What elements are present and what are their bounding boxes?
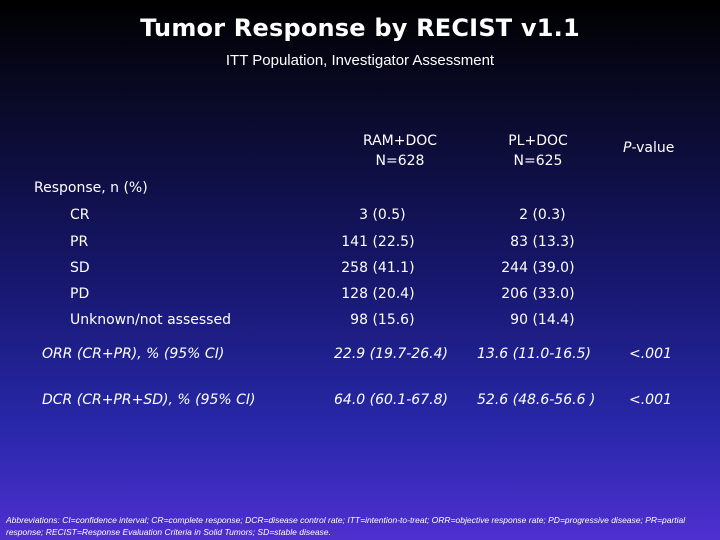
- arm1-count-unknown: 98: [350, 312, 368, 328]
- arm1-count-pd: 128: [341, 286, 368, 302]
- orr-arm2: 13.6 (11.0-16.5): [477, 346, 591, 362]
- arm2-pct-unknown: (14.4): [532, 312, 575, 328]
- arm2-pct-pd: (33.0): [532, 286, 575, 302]
- orr-label: ORR (CR+PR), % (95% CI): [42, 346, 225, 362]
- arm2-count-pd: 206: [501, 286, 528, 302]
- arm2-count-cr: 2: [519, 207, 528, 223]
- column-header-pl-doc: PL+DOC N=625: [468, 131, 608, 171]
- abbreviations-footnote: Abbreviations: CI=confidence interval; C…: [6, 515, 686, 537]
- section-label-response: Response, n (%): [34, 180, 148, 196]
- response-label-pd: PD: [70, 286, 90, 302]
- arm2-count-unknown: 90: [510, 312, 528, 328]
- arm1-pct-pr: (22.5): [372, 234, 415, 250]
- column-header-pl-doc-n: N=625: [513, 153, 563, 169]
- column-header-ram-doc: RAM+DOC N=628: [330, 131, 470, 171]
- arm2-value-pd: 206 (33.0): [488, 286, 582, 302]
- arm1-count-sd: 258: [341, 260, 368, 276]
- column-header-ram-doc-n: N=628: [375, 153, 425, 169]
- arm2-value-unknown: 90 (14.4): [488, 312, 582, 328]
- response-label-sd: SD: [70, 260, 90, 276]
- response-label-unknown: Unknown/not assessed: [70, 312, 231, 328]
- arm1-pct-cr: (0.5): [372, 207, 406, 223]
- dcr-pvalue: <.001: [629, 392, 672, 408]
- arm1-pct-pd: (20.4): [372, 286, 415, 302]
- orr-arm1: 22.9 (19.7-26.4): [334, 346, 448, 362]
- arm2-value-sd: 244 (39.0): [488, 260, 582, 276]
- arm1-pct-sd: (41.1): [372, 260, 415, 276]
- column-header-ram-doc-name: RAM+DOC: [362, 133, 438, 149]
- slide-subtitle: ITT Population, Investigator Assessment: [225, 52, 495, 69]
- arm1-value-cr: 3 (0.5): [328, 207, 422, 223]
- dcr-label: DCR (CR+PR+SD), % (95% CI): [42, 392, 256, 408]
- arm1-pct-unknown: (15.6): [372, 312, 415, 328]
- arm1-value-unknown: 98 (15.6): [328, 312, 422, 328]
- column-header-pl-doc-name: PL+DOC: [508, 133, 568, 149]
- arm2-pct-cr: (0.3): [532, 207, 566, 223]
- dcr-arm2: 52.6 (48.6-56.6 ): [477, 392, 596, 408]
- arm2-pct-sd: (39.0): [532, 260, 575, 276]
- column-header-pvalue: P-value: [623, 140, 674, 156]
- column-header-pvalue-italic: P: [623, 140, 632, 156]
- arm2-value-pr: 83 (13.3): [488, 234, 582, 250]
- dcr-arm1: 64.0 (60.1-67.8): [334, 392, 448, 408]
- orr-pvalue: <.001: [629, 346, 672, 362]
- response-label-pr: PR: [70, 234, 89, 250]
- arm2-count-sd: 244: [501, 260, 528, 276]
- arm1-value-pr: 141 (22.5): [328, 234, 422, 250]
- arm1-value-sd: 258 (41.1): [328, 260, 422, 276]
- arm2-count-pr: 83: [510, 234, 528, 250]
- arm2-value-cr: 2 (0.3): [488, 207, 582, 223]
- column-header-pvalue-rest: -value: [631, 140, 675, 156]
- arm1-count-pr: 141: [341, 234, 368, 250]
- arm1-value-pd: 128 (20.4): [328, 286, 422, 302]
- slide-title: Tumor Response by RECIST v1.1: [140, 14, 580, 42]
- response-label-cr: CR: [70, 207, 90, 223]
- arm1-count-cr: 3: [359, 207, 368, 223]
- arm2-pct-pr: (13.3): [532, 234, 575, 250]
